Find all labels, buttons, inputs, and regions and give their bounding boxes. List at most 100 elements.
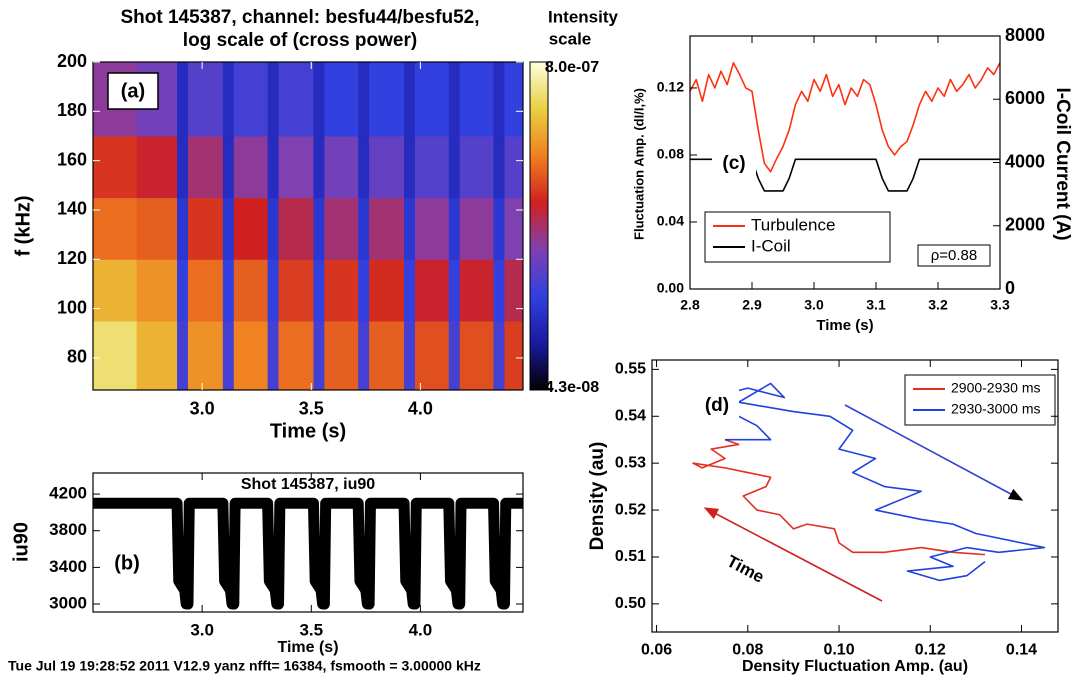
heatmap-cell: [504, 320, 524, 391]
heatmap-cell: [278, 259, 314, 322]
heatmap-cell: [177, 320, 189, 391]
x-tick-label: 3.5: [299, 620, 323, 639]
y-tick-label: 140: [57, 199, 87, 219]
x-tick-label: 0.08: [732, 641, 763, 658]
heatmap-cell: [414, 62, 450, 137]
y-tick-label: 0.50: [615, 595, 646, 612]
y-tick-label: 0.51: [615, 548, 646, 565]
heatmap-cell: [459, 135, 495, 199]
heatmap-cell: [313, 135, 325, 199]
heatmap-cell: [324, 197, 359, 260]
y-tick-label: 4200: [49, 484, 87, 503]
heatmap-cell: [233, 197, 269, 260]
x-tick-label: 3.0: [190, 620, 214, 639]
data-line: [93, 497, 523, 610]
heatmap-cell: [93, 259, 138, 322]
heatmap-cell: [324, 320, 359, 391]
y-tick-label: 0.55: [615, 361, 646, 378]
heatmap-cell: [358, 135, 370, 199]
panel-label: (d): [705, 395, 729, 416]
heatmap-cell: [414, 259, 450, 322]
heatmap-cell: [177, 62, 189, 137]
y2-tick-label: 6000: [1005, 88, 1045, 108]
y-tick-label: 160: [57, 149, 87, 169]
heatmap-cell: [136, 197, 178, 260]
plot-frame: [92, 472, 524, 613]
heatmap-cell: [222, 62, 235, 137]
heatmap-cell: [278, 135, 314, 199]
heatmap-cell: [222, 259, 235, 322]
y-tick-label: 0.04: [657, 213, 684, 229]
heatmap-cell: [504, 259, 524, 322]
heatmap-cell: [313, 320, 325, 391]
heatmap-cell: [448, 320, 461, 391]
heatmap-cell: [369, 135, 405, 199]
heatmap-cell: [267, 197, 280, 260]
heatmap-cell: [414, 135, 450, 199]
heatmap-cell: [233, 259, 269, 322]
heatmap-cell: [267, 135, 280, 199]
heatmap-cell: [267, 320, 280, 391]
x-axis-label: Density Fluctuation Amp. (au): [742, 658, 968, 675]
chart-title: log scale of (cross power): [183, 30, 417, 51]
x-tick-label: 3.5: [299, 398, 324, 418]
y-axis-label: Density (au): [587, 442, 608, 551]
chart-title: Shot 145387, channel: besfu44/besfu52,: [120, 7, 479, 28]
y-tick-label: 0.08: [657, 146, 684, 162]
heatmap-cell: [369, 259, 405, 322]
heatmap-cell: [267, 259, 280, 322]
heatmap-cell: [324, 135, 359, 199]
heatmap-cell: [404, 135, 416, 199]
x-tick-label: 3.3: [990, 297, 1010, 313]
y-tick-label: 200: [57, 51, 87, 71]
heatmap-cell: [358, 320, 370, 391]
heatmap-cell: [278, 320, 314, 391]
y-tick-label: 0.54: [615, 407, 646, 424]
legend-label: I-Coil: [751, 236, 791, 255]
colorbar-label: scale: [549, 29, 592, 48]
data-line: [692, 438, 986, 556]
heatmap-cell: [177, 259, 189, 322]
colorbar-tick-label: 8.0e-07: [545, 59, 599, 76]
x-tick-label: 2.9: [742, 297, 762, 313]
data-line: [689, 62, 1001, 173]
heatmap-cell: [404, 197, 416, 260]
heatmap-cell: [278, 197, 314, 260]
heatmap-cell: [222, 135, 235, 199]
heatmap-cell: [187, 320, 224, 391]
y-tick-label: 100: [57, 297, 87, 317]
heatmap-cell: [187, 135, 224, 199]
y-tick-label: 120: [57, 248, 87, 268]
heatmap-cell: [187, 259, 224, 322]
annotation: ρ=0.88: [931, 247, 978, 264]
y-tick-label: 0.12: [657, 79, 684, 95]
legend-label: 2900-2930 ms: [951, 380, 1041, 396]
panel-label-box: [107, 72, 159, 110]
heatmap-cell: [459, 259, 495, 322]
heatmap-cell: [448, 259, 461, 322]
heatmap-cell: [93, 320, 138, 391]
heatmap-cell: [222, 320, 235, 391]
chart-title: Shot 145387, iu90: [241, 476, 375, 493]
heatmap-cell: [493, 135, 505, 199]
heatmap-cell: [404, 62, 416, 137]
panel-label-box: [695, 388, 739, 422]
y-tick-label: 80: [67, 347, 87, 367]
panel-label-box: [712, 146, 756, 180]
heatmap-cell: [187, 197, 224, 260]
x-tick-label: 4.0: [409, 620, 433, 639]
heatmap-cell: [459, 197, 495, 260]
heatmap-cell: [93, 197, 138, 260]
heatmap-cell: [136, 135, 178, 199]
y-tick-label: 0.00: [657, 280, 684, 296]
heatmap-cell: [267, 62, 280, 137]
heatmap-cell: [278, 62, 314, 137]
heatmap-cell: [504, 135, 524, 199]
heatmap-cell: [459, 320, 495, 391]
colorbar: [529, 61, 549, 391]
legend-box: [704, 211, 891, 263]
heatmap-cell: [324, 259, 359, 322]
heatmap-cell: [136, 259, 178, 322]
panel-label: (c): [722, 153, 745, 174]
